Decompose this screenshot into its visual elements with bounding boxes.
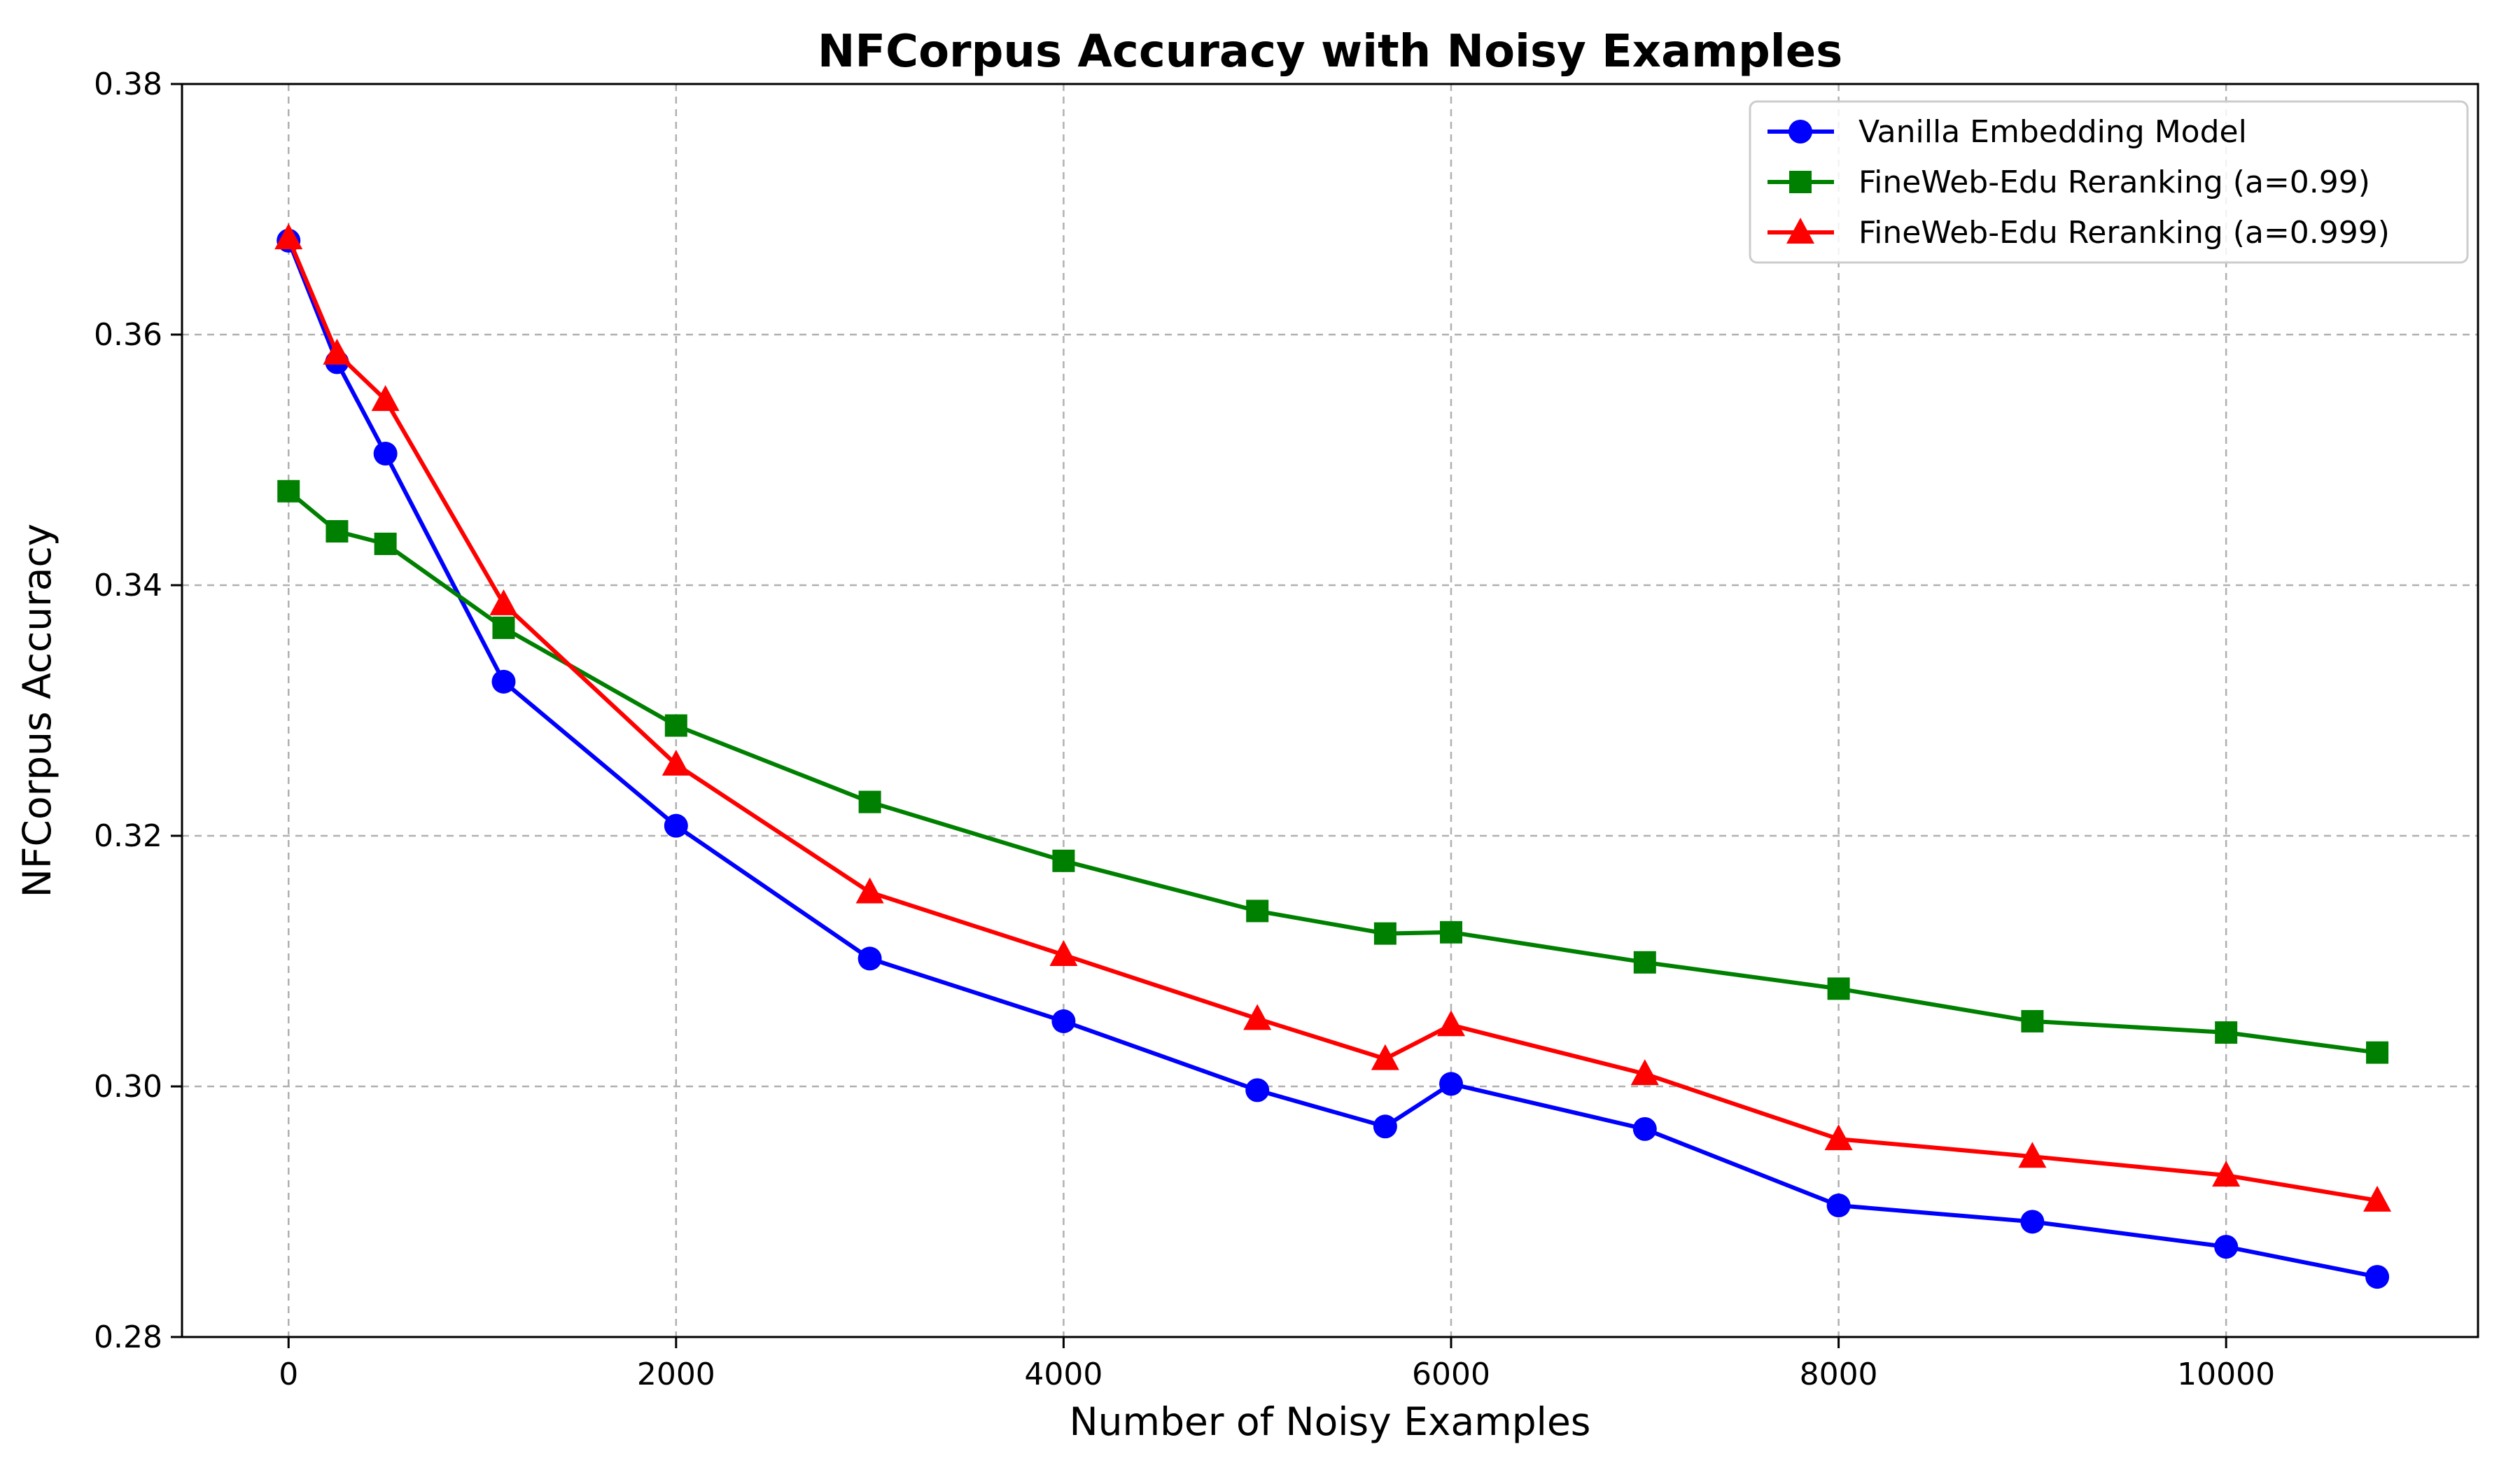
data-point	[1630, 1059, 1659, 1086]
data-point	[489, 589, 518, 615]
x-tick-label: 4000	[1024, 1357, 1102, 1392]
legend-item: FineWeb-Edu Reranking (a=0.999)	[1768, 215, 2390, 251]
legend-marker	[1789, 171, 1812, 193]
legend-item: FineWeb-Edu Reranking (a=0.99)	[1768, 164, 2370, 200]
data-point	[1373, 922, 1396, 945]
axis-ticks: 0 2000 4000 6000 8000 10000 0.28 0.30 0.32 0.34 0.…	[94, 66, 2275, 1392]
data-point	[1052, 849, 1075, 872]
x-tick-label: 0	[279, 1357, 298, 1392]
legend-item: Vanilla Embedding Model	[1768, 114, 2247, 150]
data-point	[491, 669, 516, 694]
data-point	[664, 714, 687, 737]
x-tick-label: 2000	[637, 1357, 715, 1392]
data-point	[2020, 1210, 2045, 1234]
data-point	[664, 813, 688, 838]
data-point	[373, 442, 398, 466]
data-point	[1633, 951, 1656, 974]
series-2	[277, 479, 2389, 1064]
legend: Vanilla Embedding Model FineWeb-Edu Reran…	[1749, 100, 2469, 264]
data-point	[1371, 1044, 1399, 1070]
data-point	[1243, 1004, 1272, 1030]
data-point	[274, 223, 303, 250]
data-point	[1436, 1010, 1465, 1037]
data-point	[1245, 1078, 1270, 1102]
data-point	[374, 532, 397, 555]
x-tick-label: 10000	[2177, 1357, 2275, 1392]
y-tick-label: 0.38	[94, 66, 162, 102]
data-point	[2214, 1235, 2239, 1259]
data-point	[1824, 1124, 1853, 1151]
data-point	[2365, 1265, 2390, 1289]
series-1	[276, 228, 2390, 1289]
legend-label: FineWeb-Edu Reranking (a=0.99)	[1858, 164, 2370, 200]
data-point	[2018, 1142, 2047, 1168]
data-point	[1632, 1116, 1657, 1141]
data-point	[2363, 1185, 2392, 1212]
data-point	[1439, 920, 1462, 944]
y-tick-label: 0.36	[94, 317, 162, 353]
chart-title: NFCorpus Accuracy with Noisy Examples	[818, 26, 1842, 78]
x-tick-label: 8000	[1800, 1357, 1878, 1392]
data-point	[2366, 1041, 2389, 1064]
x-tick-label: 6000	[1412, 1357, 1490, 1392]
y-tick-label: 0.28	[94, 1320, 162, 1355]
data-point	[492, 616, 515, 639]
data-point	[1438, 1072, 1463, 1096]
data-point	[1827, 977, 1850, 1000]
data-point	[1373, 1114, 1397, 1139]
legend-marker	[1788, 120, 1812, 144]
data-point	[323, 338, 351, 365]
plot-frame	[181, 83, 2479, 1338]
legend-label: Vanilla Embedding Model	[1858, 114, 2247, 150]
data-point	[371, 385, 400, 412]
legend-label: FineWeb-Edu Reranking (a=0.999)	[1858, 215, 2390, 251]
data-point	[1051, 1009, 1076, 1033]
series-3	[274, 223, 2392, 1212]
data-point	[858, 946, 882, 971]
data-point	[2212, 1161, 2241, 1187]
series-group	[274, 223, 2392, 1289]
data-point	[1246, 899, 1269, 923]
y-tick-label: 0.34	[94, 568, 162, 603]
y-axis-label: NFCorpus Accuracy	[15, 524, 59, 897]
data-point	[326, 520, 349, 543]
legend-box	[1749, 100, 2469, 264]
y-tick-label: 0.32	[94, 818, 162, 854]
data-point	[1049, 940, 1078, 967]
data-point	[858, 790, 881, 813]
legend-marker	[1786, 218, 1814, 244]
data-point	[662, 749, 690, 776]
x-axis-label: Number of Noisy Examples	[1070, 1399, 1591, 1444]
data-point	[2215, 1021, 2238, 1044]
data-point	[2021, 1009, 2044, 1032]
data-point	[1826, 1194, 1851, 1218]
data-point	[855, 877, 884, 904]
y-tick-label: 0.30	[94, 1069, 162, 1105]
data-point	[277, 479, 300, 503]
